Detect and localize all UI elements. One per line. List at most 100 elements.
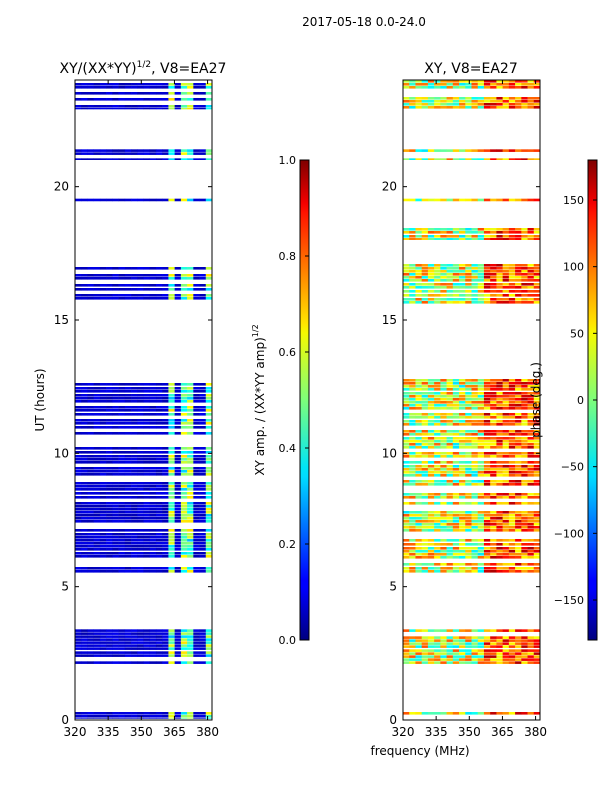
phase-cell — [434, 80, 441, 83]
phase-cell — [533, 103, 540, 106]
amplitude-cell — [112, 529, 119, 532]
phase-cell — [471, 420, 479, 423]
phase-cell — [508, 235, 516, 238]
phase-cell — [440, 511, 447, 514]
amplitude-cell — [124, 661, 132, 664]
phase-cell — [415, 382, 422, 385]
amplitude-cell — [99, 715, 107, 718]
amplitude-cell — [199, 485, 207, 488]
phase-cell — [434, 496, 441, 499]
amplitude-cell — [87, 520, 94, 523]
phase-cell — [502, 468, 510, 471]
phase-cell — [452, 474, 460, 477]
amplitude-cell — [137, 545, 144, 548]
phase-cell — [452, 267, 460, 270]
amplitude-cell — [112, 567, 119, 570]
phase-cell — [490, 149, 497, 152]
amplitude-cell — [199, 533, 207, 536]
phase-cell — [440, 228, 447, 231]
phase-cell — [508, 283, 516, 286]
phase-cell — [533, 283, 540, 286]
amplitude-cell — [193, 274, 200, 277]
amplitude-cell — [81, 539, 88, 542]
amplitude-cell — [180, 712, 188, 715]
amplitude-cell — [193, 517, 200, 520]
amplitude-cell — [143, 485, 151, 488]
amplitude-cell — [124, 473, 132, 476]
amplitude-cell — [75, 294, 82, 297]
amplitude-cell — [75, 651, 82, 654]
amplitude-cell — [93, 274, 101, 277]
phase-cell — [452, 550, 460, 553]
phase-cell — [427, 645, 435, 648]
phase-cell — [434, 550, 441, 553]
amplitude-cell — [193, 409, 200, 412]
phase-cell — [440, 264, 447, 267]
phase-cell — [427, 553, 435, 556]
phase-cell — [471, 231, 479, 234]
amplitude-cell — [168, 297, 175, 300]
amplitude-cell — [162, 496, 169, 499]
phase-cell — [527, 655, 535, 658]
phase-cell — [446, 290, 454, 293]
phase-cell — [459, 652, 466, 655]
amplitude-cell — [162, 397, 169, 400]
amplitude-cell — [93, 473, 101, 476]
phase-cell — [477, 443, 485, 446]
amplitude-cell — [93, 485, 101, 488]
amplitude-cell — [87, 105, 94, 108]
amplitude-cell — [143, 638, 151, 641]
phase-cell — [527, 80, 535, 83]
amplitude-cell — [155, 409, 163, 412]
phase-cell — [421, 301, 429, 304]
amplitude-cell — [149, 83, 157, 86]
amplitude-cell — [87, 536, 94, 539]
phase-cell — [409, 80, 416, 83]
phase-cell — [452, 502, 460, 505]
phase-cell — [477, 398, 485, 401]
amplitude-cell — [180, 461, 188, 464]
phase-cell — [515, 483, 522, 486]
amplitude-cell — [168, 394, 175, 397]
phase-cell — [409, 86, 416, 89]
amplitude-cell — [155, 422, 163, 425]
amplitude-cell — [149, 284, 157, 287]
phase-cell — [452, 298, 460, 301]
phase-cell — [403, 523, 410, 526]
phase-cell — [452, 273, 460, 276]
amplitude-cell — [131, 447, 138, 450]
phase-cell — [490, 658, 497, 661]
amplitude-cell — [106, 461, 113, 464]
phase-cell — [440, 398, 447, 401]
phase-cell — [403, 423, 410, 426]
amplitude-cell — [155, 288, 163, 291]
phase-cell — [508, 158, 516, 160]
phase-cell — [508, 649, 516, 652]
amplitude-cell — [131, 712, 138, 715]
amplitude-cell — [87, 485, 94, 488]
amplitude-cell — [137, 267, 144, 270]
phase-cell — [446, 649, 454, 652]
amplitude-cell — [75, 545, 82, 548]
phase-cell — [421, 286, 429, 289]
amplitude-cell — [143, 654, 151, 657]
amplitude-cell — [131, 496, 138, 499]
y-tick-label: 15 — [54, 313, 69, 327]
amplitude-cell — [168, 539, 175, 542]
phase-cell — [459, 517, 466, 520]
amplitude-cell — [137, 409, 144, 412]
phase-cell — [403, 712, 410, 715]
amplitude-cell — [81, 496, 88, 499]
phase-cell — [483, 529, 491, 532]
phase-cell — [508, 388, 516, 391]
phase-cell — [415, 273, 422, 276]
phase-cell — [421, 264, 429, 267]
phase-cell — [527, 97, 535, 100]
phase-cell — [403, 440, 410, 443]
amplitude-cell — [124, 277, 132, 280]
phase-cell — [533, 567, 540, 570]
phase-cell — [471, 480, 479, 483]
amplitude-cell — [106, 715, 113, 718]
